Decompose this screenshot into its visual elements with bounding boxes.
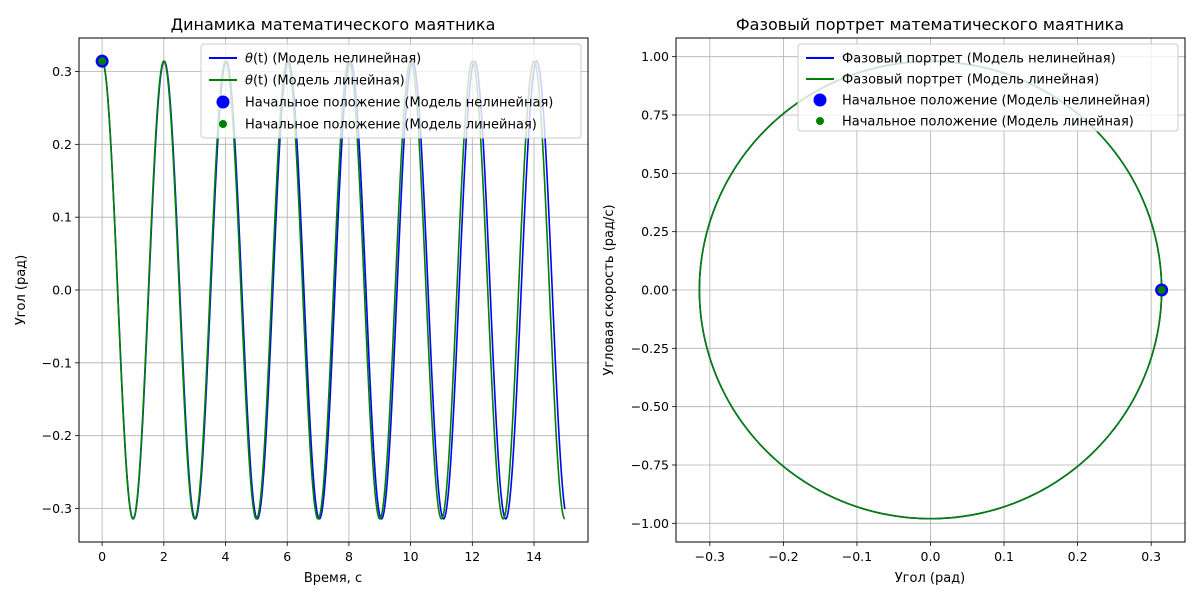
legend-item: Начальное положение (Модель линейная) [816, 115, 1134, 130]
y-tick-label: −0.25 [631, 341, 669, 356]
legend: θ(t) (Модель нелинейная) θ(t) (Модель лин… [200, 43, 582, 139]
x-tick-label: −0.1 [842, 549, 872, 564]
time-series-chart: Динамика математического маятника 0 2 4 6 8 1… [14, 15, 589, 586]
legend-box [797, 43, 1179, 132]
y-axis-label: Угол (рад) [14, 255, 29, 326]
x-tick-label: 0 [98, 549, 106, 564]
x-tick-label: 14 [526, 549, 542, 564]
ticks: 0 2 4 6 8 10 12 14 −0.3 −0.2 −0.1 0.0 0.1 0.2 0.3 [42, 64, 542, 564]
legend: Фазовый портрет (Модель нелинейная) Фазов… [797, 43, 1179, 132]
y-tick-label: 0.25 [641, 224, 669, 239]
legend-label: Начальное положение (Модель нелинейная) [245, 96, 553, 111]
y-tick-label: −0.75 [631, 458, 669, 473]
legend-item: θ(t) (Модель нелинейная) [209, 52, 421, 67]
legend-marker-swatch [216, 95, 230, 109]
phase-portrait-chart: Фазовый портрет математического маятника… [602, 15, 1186, 586]
y-tick-label: −0.2 [42, 428, 72, 443]
x-tick-label: 12 [464, 549, 480, 564]
y-tick-label: 0.50 [641, 166, 669, 181]
y-tick-label: 1.00 [641, 49, 669, 64]
legend-item: Начальное положение (Модель линейная) [219, 118, 537, 133]
legend-label: θ(t) (Модель линейная) [245, 74, 405, 89]
plot-area [95, 54, 566, 520]
x-tick-label: 2 [160, 549, 168, 564]
legend-marker-swatch [219, 120, 227, 128]
x-tick-label: 6 [283, 549, 291, 564]
chart-title: Фазовый портрет математического маятника [736, 15, 1124, 34]
legend-marker-swatch [813, 93, 827, 107]
x-tick-label: 0.3 [1141, 549, 1161, 564]
legend-label: Фазовый портрет (Модель линейная) [842, 73, 1099, 88]
legend-item: Фазовый портрет (Модель линейная) [806, 73, 1099, 88]
y-tick-label: 0.1 [52, 210, 72, 225]
y-tick-label: 0.3 [52, 64, 72, 79]
legend-item: θ(t) (Модель линейная) [209, 74, 405, 89]
x-tick-label: 0.1 [994, 549, 1014, 564]
legend-label: Фазовый портрет (Модель нелинейная) [842, 52, 1116, 67]
initial-position-marker-linear [1157, 286, 1166, 294]
x-tick-label: 10 [403, 549, 419, 564]
y-tick-label: −0.1 [42, 355, 72, 370]
x-tick-label: 0.2 [1068, 549, 1088, 564]
legend-label: Начальное положение (Модель линейная) [245, 118, 537, 133]
series-line-linear [101, 60, 566, 520]
x-tick-label: 4 [222, 549, 230, 564]
plot-frame [78, 37, 589, 543]
plot-frame [675, 37, 1186, 543]
x-axis-label: Угол (рад) [895, 571, 966, 586]
chart-title: Динамика математического маятника [171, 15, 496, 34]
legend-item: Начальное положение (Модель нелинейная) [216, 95, 553, 111]
legend-box [200, 43, 582, 139]
y-tick-label: 0.2 [52, 137, 72, 152]
y-tick-label: −0.3 [42, 501, 72, 516]
legend-marker-swatch [816, 117, 824, 125]
x-axis-label: Время, с [304, 571, 362, 586]
y-tick-label: 0.75 [641, 108, 669, 123]
x-tick-label: −0.2 [768, 549, 798, 564]
legend-item: Фазовый портрет (Модель нелинейная) [806, 52, 1116, 67]
initial-position-marker-linear [98, 57, 107, 66]
y-tick-label: 0.0 [52, 283, 72, 298]
ticks: −0.3 −0.2 −0.1 0.0 0.1 0.2 0.3 −1.00 −0.75 −0.50 −… [631, 49, 1161, 564]
y-tick-label: −0.50 [631, 399, 669, 414]
legend-item: Начальное положение (Модель нелинейная) [813, 93, 1150, 109]
y-axis-label: Угловая скорость (рад/с) [602, 204, 617, 375]
legend-label: Начальное положение (Модель нелинейная) [842, 94, 1150, 109]
x-tick-label: −0.3 [695, 549, 725, 564]
x-tick-label: 0.0 [921, 549, 941, 564]
y-tick-label: 0.00 [641, 283, 669, 298]
x-tick-label: 8 [345, 549, 353, 564]
legend-label: Начальное положение (Модель линейная) [842, 115, 1134, 130]
legend-label: θ(t) (Модель нелинейная) [245, 52, 421, 67]
y-tick-label: −1.00 [631, 516, 669, 531]
